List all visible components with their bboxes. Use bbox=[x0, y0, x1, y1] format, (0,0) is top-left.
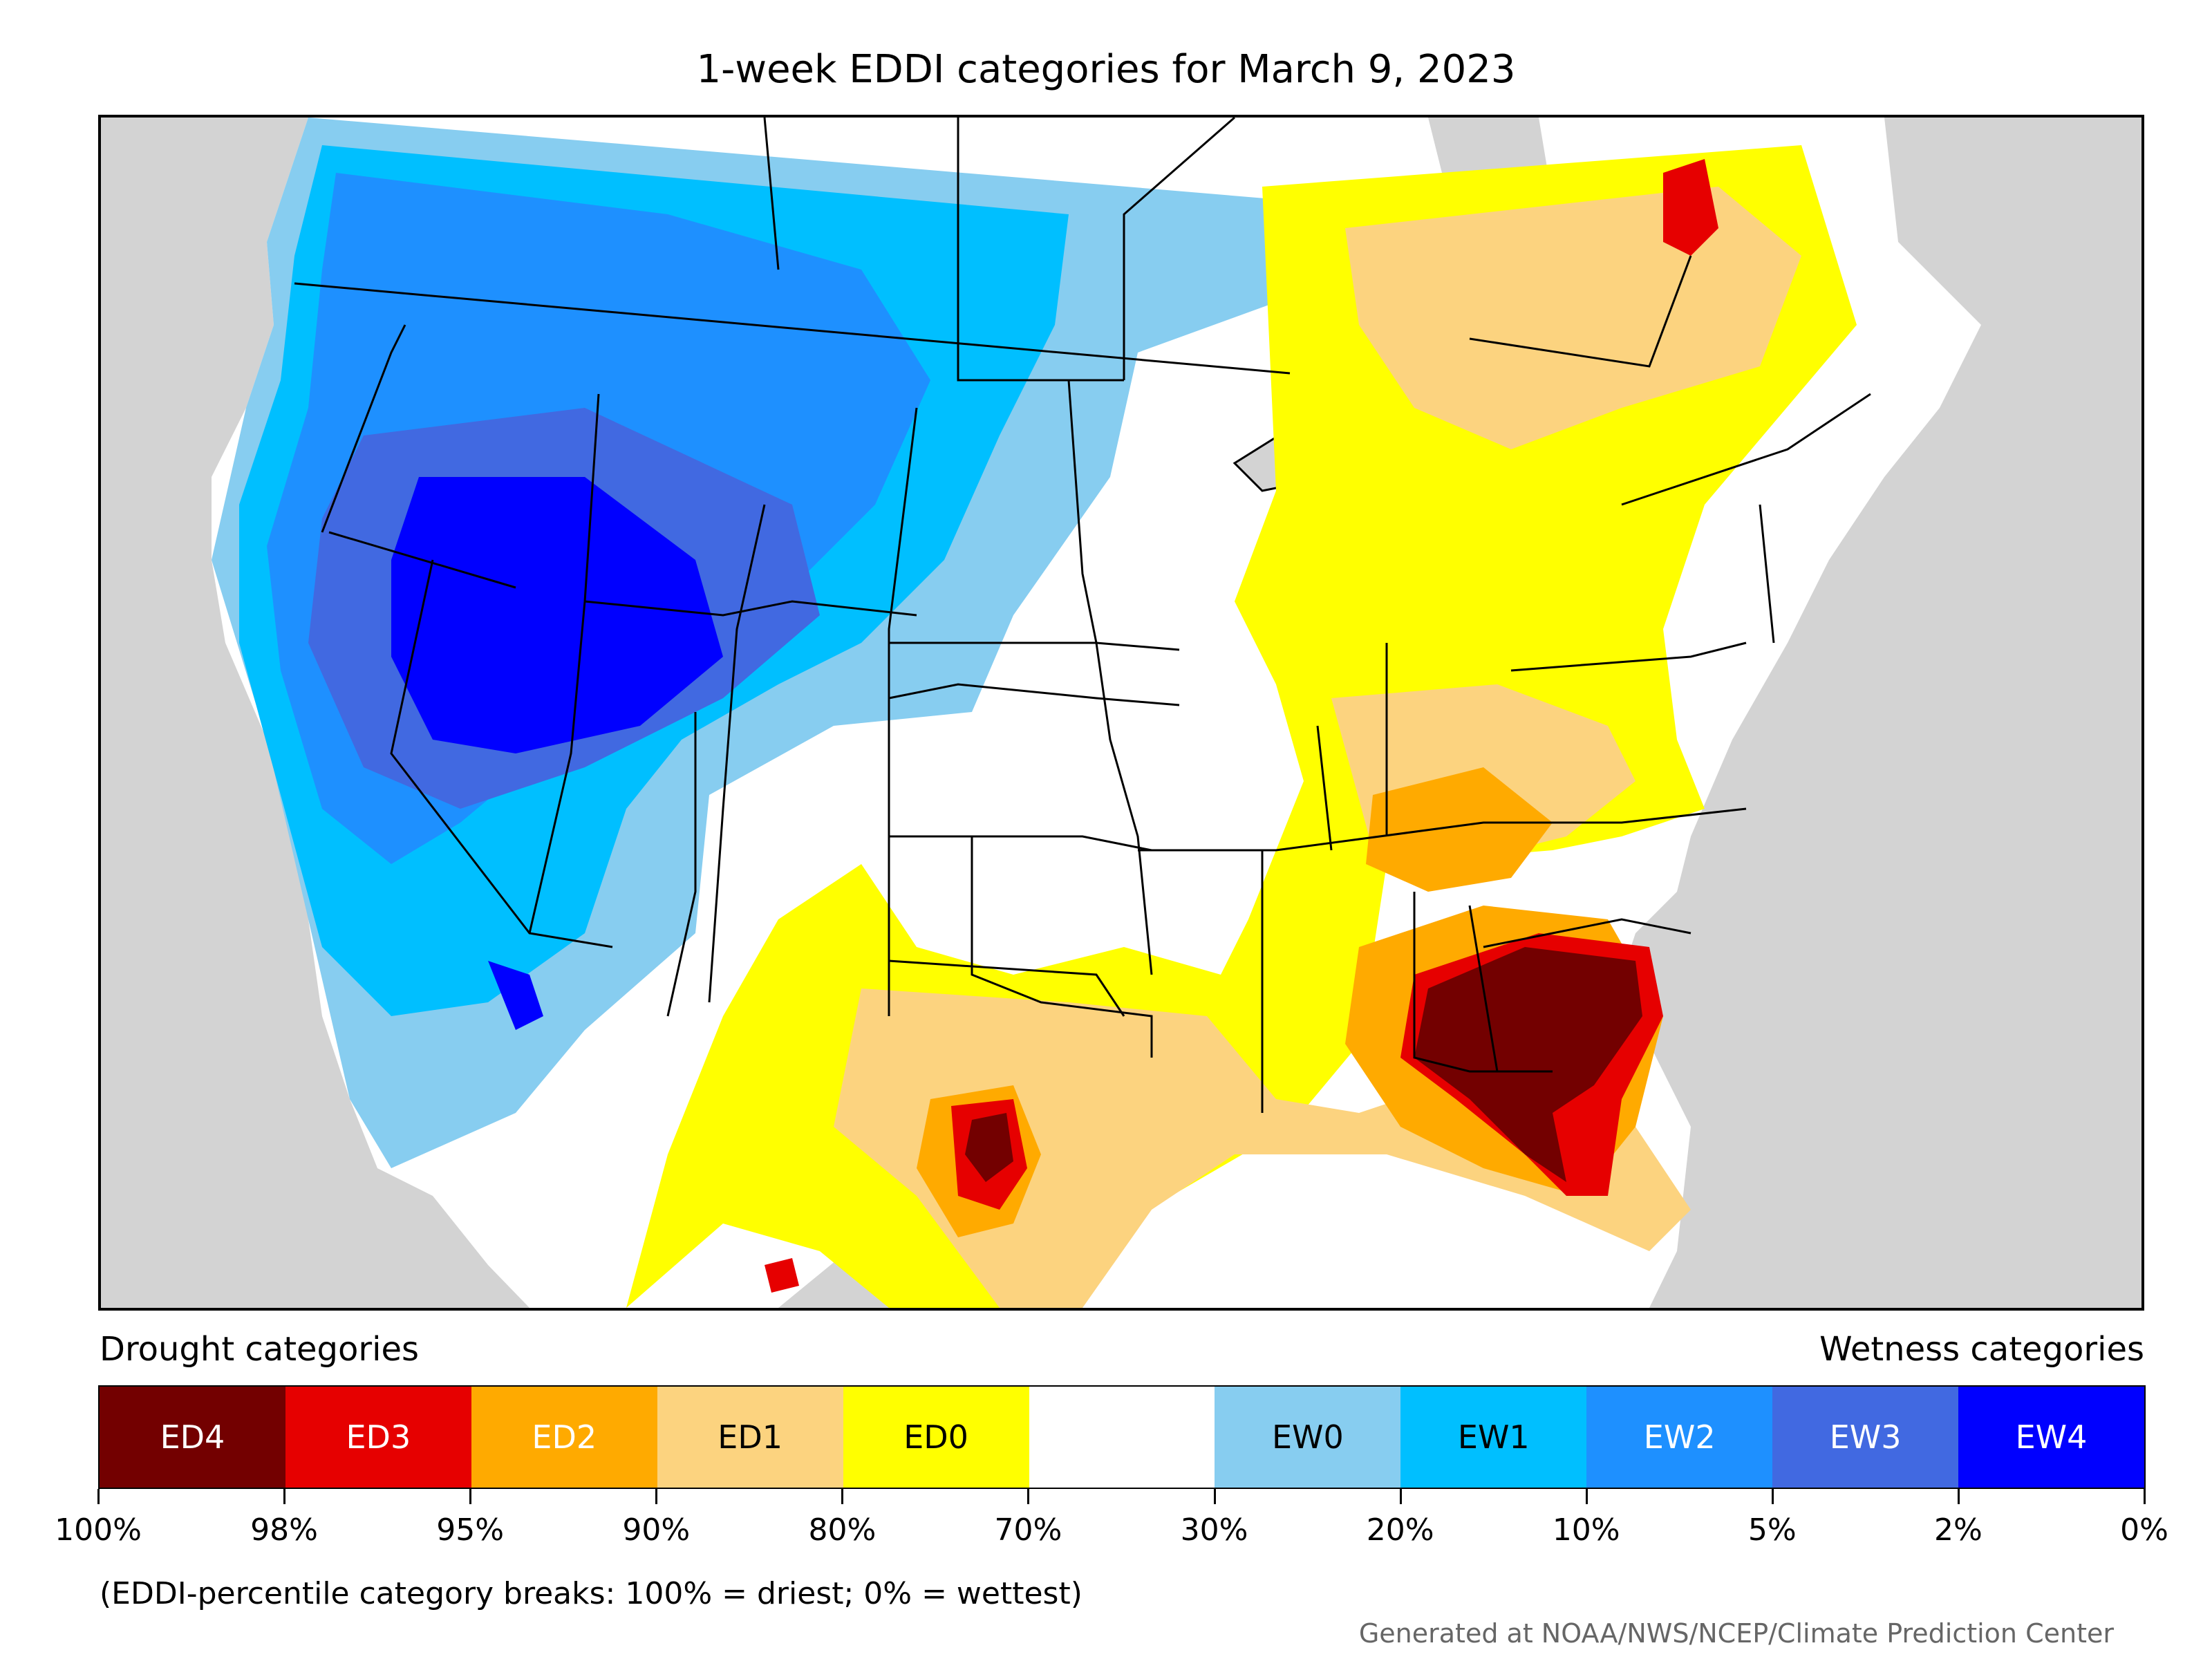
ew4-region-baja bbox=[488, 961, 543, 1030]
colorbar-tick-label: 10% bbox=[1552, 1512, 1620, 1548]
colorbar-tick bbox=[283, 1489, 286, 1504]
wetness-categories-heading: Wetness categories bbox=[1819, 1330, 2144, 1369]
colorbar-cell-ew4: EW4 bbox=[1958, 1387, 2144, 1488]
colorbar-tick-label: 0% bbox=[2120, 1512, 2168, 1548]
map-panel bbox=[98, 115, 2144, 1311]
colorbar-cell-ed4: ED4 bbox=[100, 1387, 285, 1488]
colorbar-tick-label: 95% bbox=[436, 1512, 505, 1548]
colorbar-tick-label: 70% bbox=[994, 1512, 1062, 1548]
colorbar-tick bbox=[841, 1489, 844, 1504]
colorbar-tick-label: 100% bbox=[55, 1512, 142, 1548]
colorbar-cell-none bbox=[1029, 1387, 1215, 1488]
colorbar-cell-ed2: ED2 bbox=[471, 1387, 657, 1488]
colorbar-tick-label: 80% bbox=[808, 1512, 877, 1548]
colorbar-cell-ed1: ED1 bbox=[657, 1387, 843, 1488]
eddi-map bbox=[212, 118, 1981, 1308]
colorbar-tick-label: 5% bbox=[1747, 1512, 1797, 1548]
ed4-region-southeast bbox=[1414, 947, 1642, 1182]
colorbar-tick-label: 98% bbox=[250, 1512, 318, 1548]
category-colorbar: ED4 ED3 ED2 ED1 ED0 EW0 EW1 EW2 EW3 EW4 bbox=[98, 1385, 2146, 1489]
drought-categories-heading: Drought categories bbox=[100, 1330, 419, 1369]
map-title: 1-week EDDI categories for March 9, 2023 bbox=[696, 47, 1516, 92]
ed3-region-quebec bbox=[1663, 159, 1718, 256]
colorbar-cell-ew3: EW3 bbox=[1772, 1387, 1959, 1488]
category-breaks-note: (EDDI-percentile category breaks: 100% =… bbox=[100, 1576, 1082, 1611]
colorbar-tick bbox=[655, 1489, 658, 1504]
ed3-region-arizona bbox=[765, 1258, 799, 1293]
colorbar-tick bbox=[1585, 1489, 1588, 1504]
colorbar-tick-label: 2% bbox=[1934, 1512, 1983, 1548]
colorbar-tick-label: 30% bbox=[1180, 1512, 1248, 1548]
ed4-region-texas bbox=[965, 1113, 1013, 1182]
colorbar-tick bbox=[1957, 1489, 1960, 1504]
colorbar-ticks bbox=[0, 1489, 2212, 1506]
ew4-region bbox=[391, 477, 723, 753]
source-credit: Generated at NOAA/NWS/NCEP/Climate Predi… bbox=[1358, 1618, 2114, 1649]
colorbar-cell-ew1: EW1 bbox=[1400, 1387, 1587, 1488]
colorbar-tick bbox=[1399, 1489, 1402, 1504]
colorbar-tick bbox=[1771, 1489, 1774, 1504]
colorbar-cell-ed3: ED3 bbox=[285, 1387, 471, 1488]
colorbar-cell-ew0: EW0 bbox=[1215, 1387, 1401, 1488]
colorbar-tick-label: 20% bbox=[1366, 1512, 1434, 1548]
colorbar-tick bbox=[97, 1489, 100, 1504]
colorbar-cell-ed0: ED0 bbox=[843, 1387, 1029, 1488]
colorbar-tick-label: 90% bbox=[622, 1512, 691, 1548]
colorbar-tick bbox=[2144, 1489, 2146, 1504]
ed2-region-ohio bbox=[1366, 767, 1553, 892]
colorbar-tick bbox=[1027, 1489, 1030, 1504]
colorbar-tick bbox=[1213, 1489, 1216, 1504]
colorbar-tick bbox=[469, 1489, 472, 1504]
boundary-lines bbox=[294, 118, 1871, 1113]
colorbar-cell-ew2: EW2 bbox=[1586, 1387, 1773, 1488]
ed1-region-south bbox=[834, 988, 1691, 1308]
